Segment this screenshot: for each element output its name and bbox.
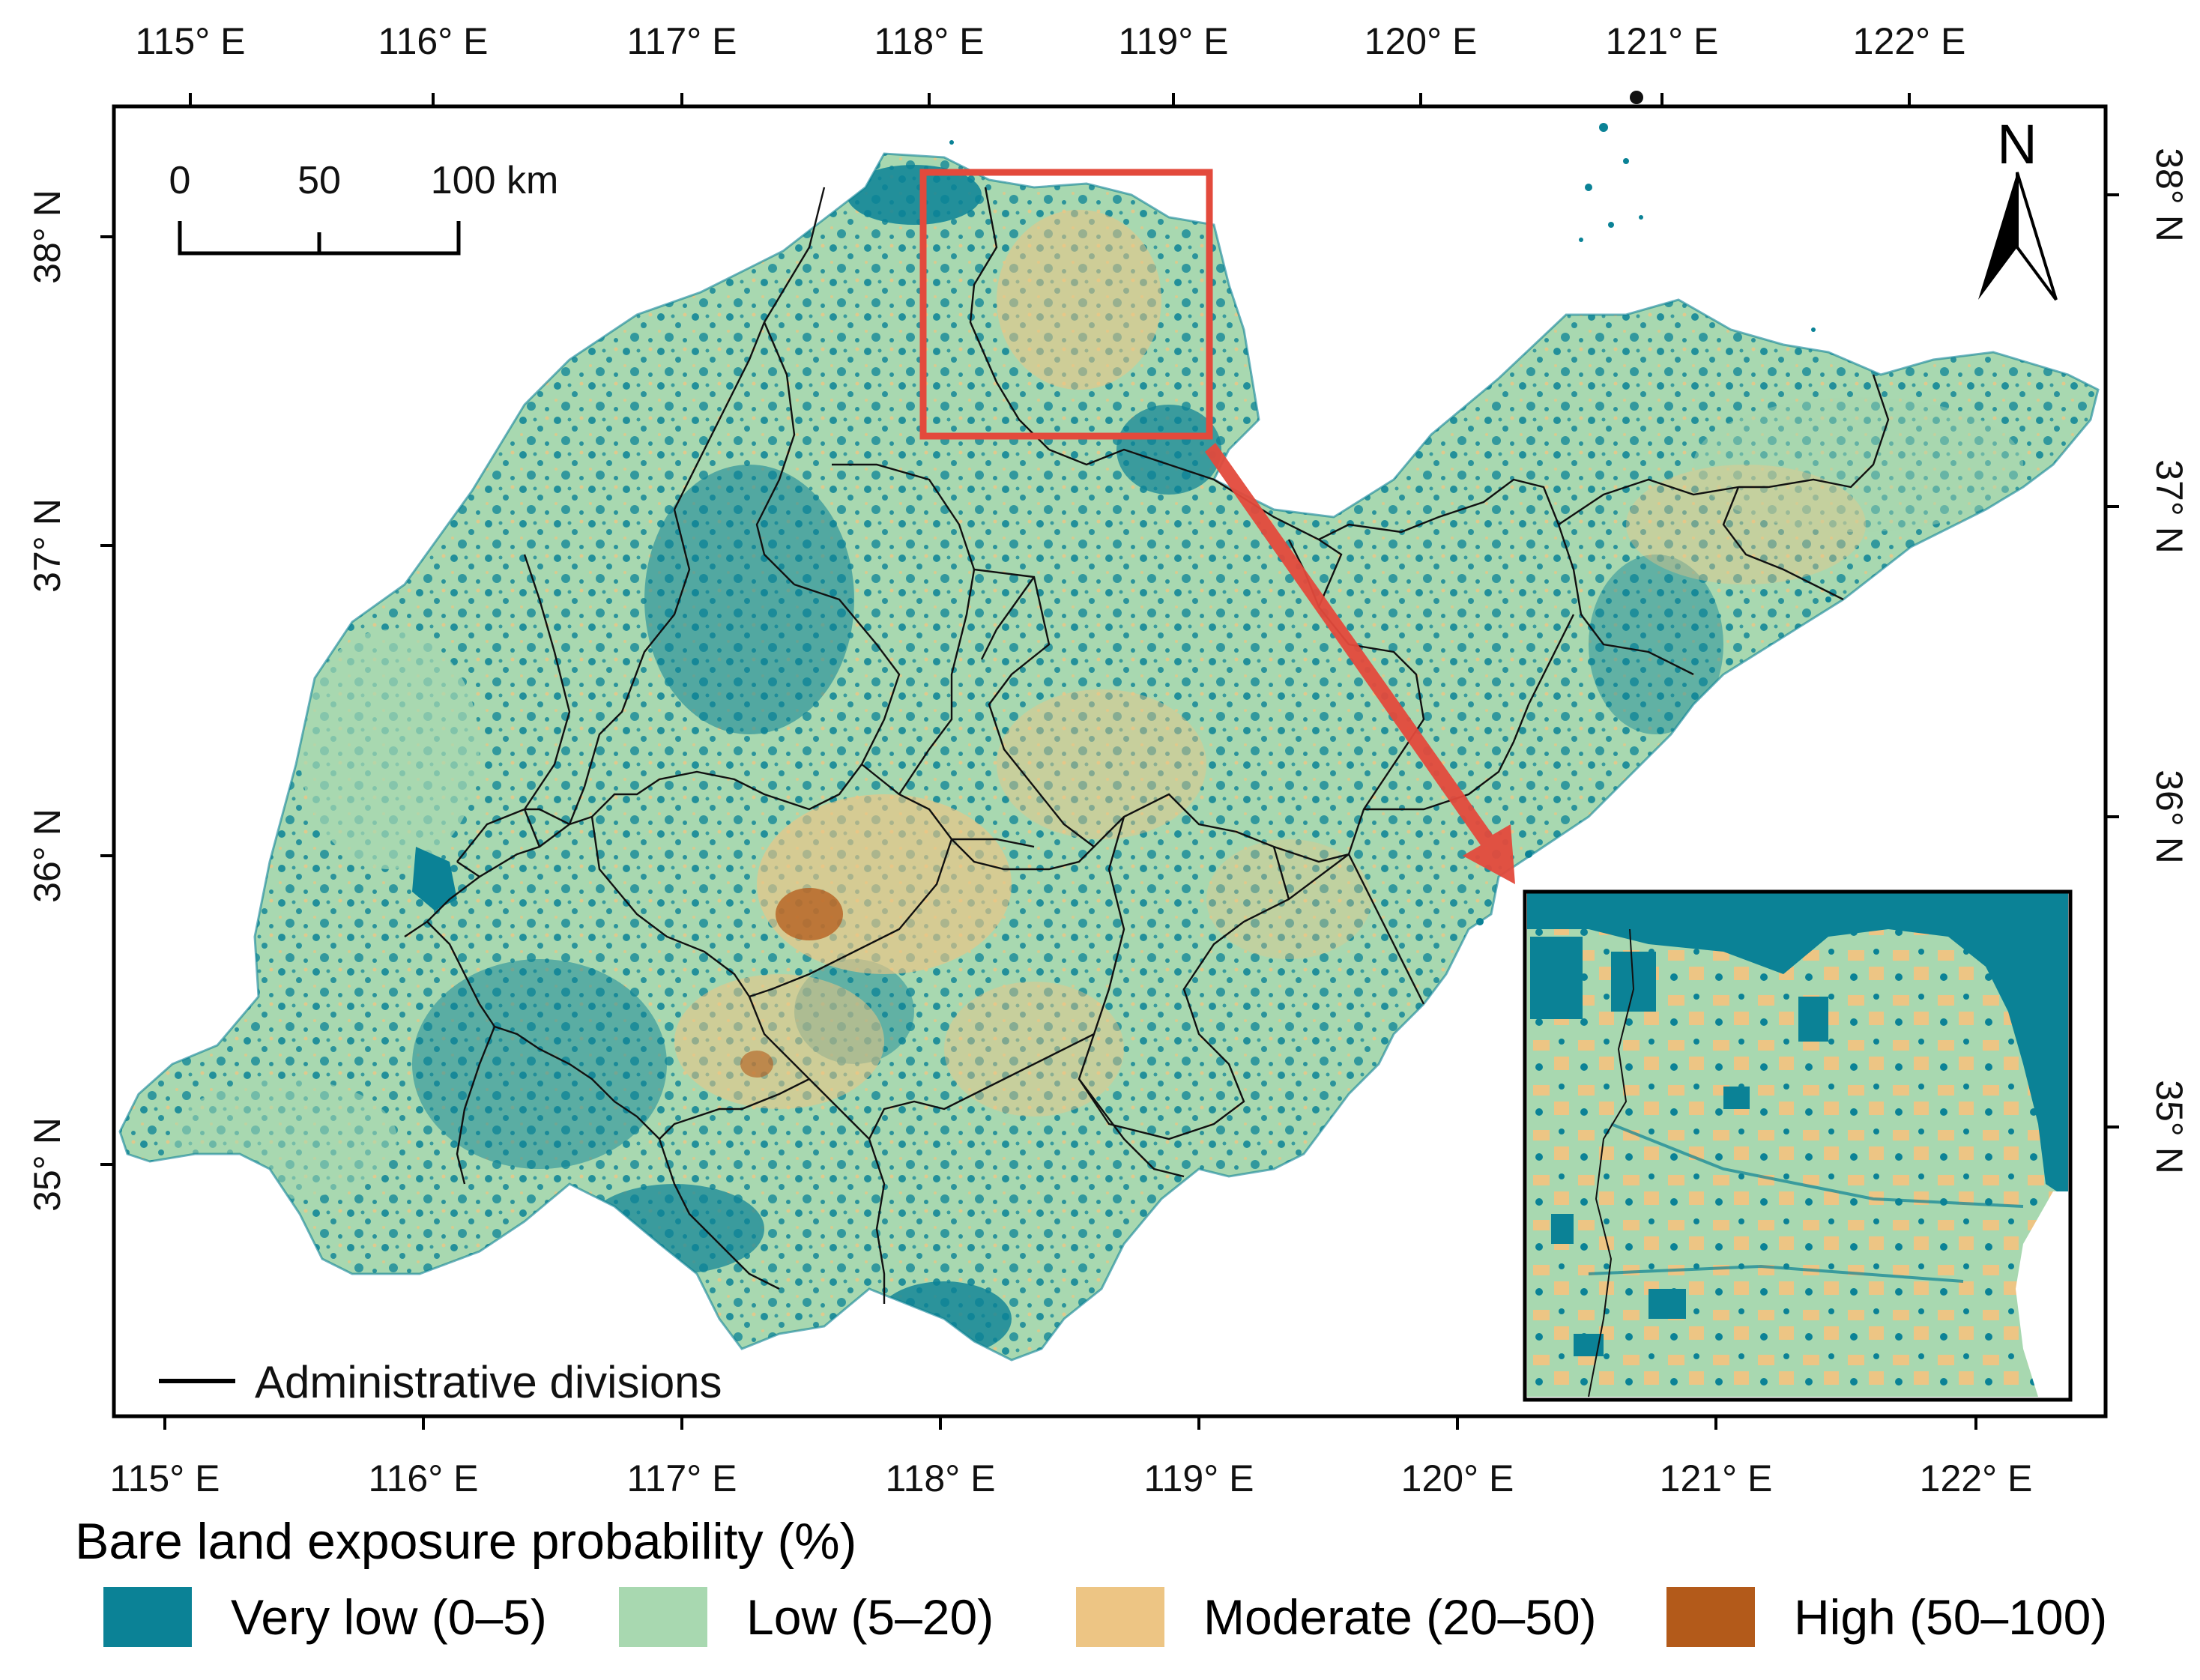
scale-bar: 0 50 100 km (169, 159, 559, 256)
islands (949, 123, 1831, 925)
axis-ticks (100, 93, 2119, 1430)
top-tick-label: 121° E (1606, 20, 1719, 62)
bottom-tick-label: 120° E (1401, 1457, 1514, 1499)
water-body (412, 847, 457, 910)
legend-item-very-low: Very low (0–5) (103, 1587, 547, 1647)
bottom-tick-label: 122° E (1920, 1457, 2033, 1499)
admin-legend-label: Administrative divisions (255, 1357, 722, 1407)
legend-label: Low (5–20) (746, 1589, 994, 1645)
island-dot (1630, 91, 1643, 104)
bottom-tick-label: 117° E (627, 1457, 737, 1499)
legend-item-moderate: Moderate (20–50) (1076, 1587, 1597, 1647)
bottom-axis: 115° E 116° E 117° E 118° E 119° E 120° … (110, 1457, 2033, 1499)
left-tick-label: 37° N (26, 498, 68, 593)
legend-label: High (50–100) (1794, 1589, 2108, 1645)
legend-swatch (1076, 1587, 1164, 1647)
bottom-tick-label: 121° E (1660, 1457, 1773, 1499)
scale-label-100: 100 km (431, 159, 559, 202)
right-tick-label: 36° N (2148, 770, 2190, 864)
top-tick-label: 118° E (874, 20, 985, 62)
legend-swatch (1666, 1587, 1755, 1647)
legend-label: Moderate (20–50) (1203, 1589, 1597, 1645)
bottom-tick-label: 115° E (110, 1457, 220, 1499)
scale-label-0: 0 (169, 159, 191, 202)
left-tick-label: 38° N (26, 190, 68, 284)
admin-legend: Administrative divisions (159, 1357, 722, 1407)
top-tick-label: 116° E (378, 20, 489, 62)
bottom-tick-label: 118° E (886, 1457, 996, 1499)
scale-label-50: 50 (297, 159, 341, 202)
admin-boundaries (404, 187, 1890, 1304)
inset-arrow (1205, 443, 1515, 884)
bottom-tick-label: 116° E (369, 1457, 479, 1499)
top-tick-label: 117° E (627, 20, 737, 62)
top-tick-label: 120° E (1365, 20, 1478, 62)
legend-item-high: High (50–100) (1666, 1587, 2107, 1647)
coastline (118, 152, 2100, 1362)
top-axis: 115° E 116° E 117° E 118° E 119° E 120° … (136, 20, 1966, 62)
top-tick-label: 122° E (1853, 20, 1966, 62)
right-tick-label: 35° N (2148, 1080, 2190, 1174)
inset-source-box (919, 169, 1213, 440)
inset-frame (1523, 889, 2073, 1402)
legend-title: Bare land exposure probability (%) (75, 1513, 857, 1570)
legend-label: Very low (0–5) (231, 1589, 547, 1645)
north-label: N (1997, 113, 2037, 175)
top-tick-label: 119° E (1119, 20, 1229, 62)
inset-map (1523, 889, 2073, 1402)
right-axis: 38° N 37° N 36° N 35° N (2148, 148, 2190, 1174)
legend-swatch (619, 1587, 707, 1647)
left-axis: 38° N 37° N 36° N 35° N (26, 190, 68, 1212)
legend-item-low: Low (5–20) (619, 1587, 994, 1647)
inset-admin-boundary (1588, 928, 1635, 1398)
north-arrow-icon: N (1978, 113, 2058, 301)
bottom-tick-label: 119° E (1144, 1457, 1254, 1499)
right-tick-label: 38° N (2148, 148, 2190, 242)
right-tick-label: 37° N (2148, 459, 2190, 554)
legend-swatch (103, 1587, 192, 1647)
left-tick-label: 35° N (26, 1117, 68, 1212)
left-tick-label: 36° N (26, 809, 68, 903)
top-tick-label: 115° E (136, 20, 246, 62)
